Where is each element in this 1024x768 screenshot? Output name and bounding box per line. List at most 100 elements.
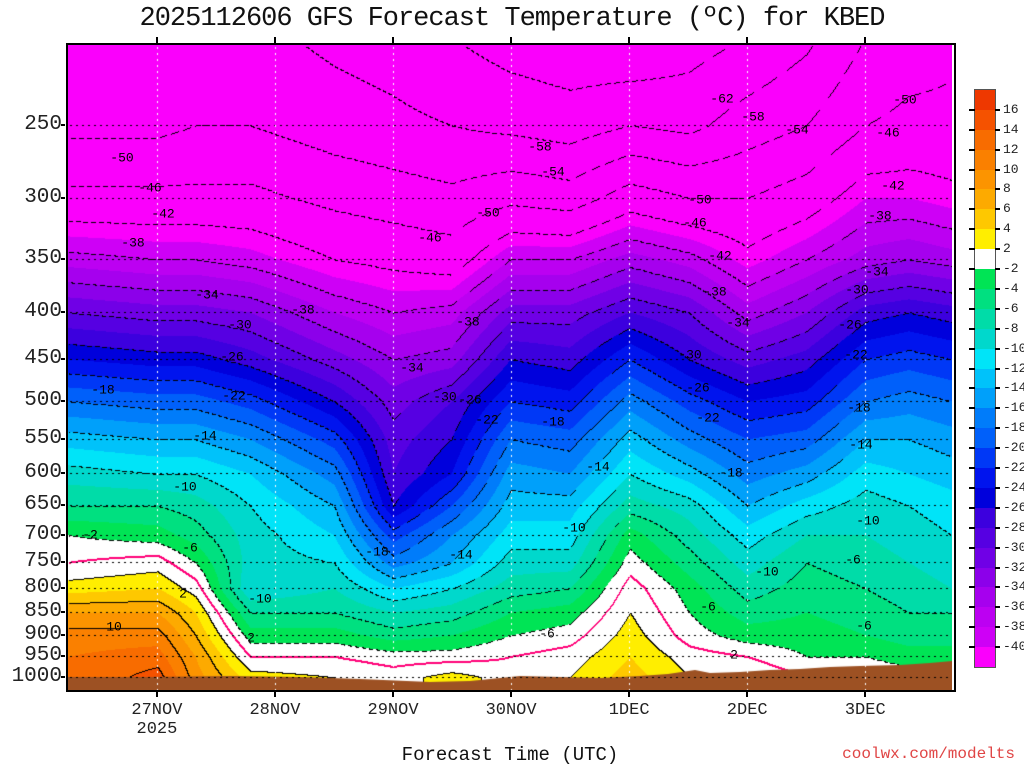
colorbar-tick-label: -20 (1003, 440, 1024, 456)
day-tick-mark (510, 37, 513, 43)
colorbar-tick-mark (969, 327, 975, 330)
colorbar (974, 89, 996, 668)
colorbar-tick-label: -8 (1003, 320, 1019, 336)
day-tick-label: 30NOV (485, 701, 537, 720)
day-tick-mark (510, 691, 513, 697)
colorbar-segment (975, 209, 995, 230)
isotherm-label: -38 (291, 302, 315, 318)
day-tick-label: 1DEC (608, 701, 650, 720)
colorbar-segment (975, 567, 995, 588)
colorbar-segment (975, 408, 995, 429)
day-tick-mark (628, 691, 631, 697)
day-tick-mark (746, 37, 749, 43)
colorbar-tick-mark (969, 287, 975, 290)
day-tick-label: 28NOV (249, 701, 301, 720)
colorbar-tick-label: 6 (1003, 201, 1011, 217)
day-tick-mark (864, 691, 867, 697)
isotherm-label: -6 (845, 552, 861, 568)
isotherm-label: -6 (539, 626, 555, 642)
colorbar-segment (975, 368, 995, 389)
colorbar-tick-mark (969, 108, 975, 111)
pressure-tick-mark (61, 357, 65, 360)
colorbar-tick-label: 14 (1003, 121, 1019, 137)
isotherm-label: -14 (849, 437, 873, 453)
colorbar-tick-label: -6 (1003, 300, 1019, 316)
colorbar-tick-mark (969, 148, 975, 151)
colorbar-segment (975, 587, 995, 608)
pressure-tick-mark (61, 504, 65, 507)
isotherm-label: -38 (456, 314, 480, 330)
colorbar-tick-mark (969, 626, 975, 629)
colorbar-segment (975, 288, 995, 310)
colorbar-tick-label: -36 (1003, 599, 1024, 615)
day-tick-mark (273, 691, 276, 697)
colorbar-tick-mark (995, 387, 1000, 390)
isotherm-label: 10 (106, 619, 122, 635)
colorbar-tick-mark (995, 108, 1000, 111)
pressure-tick-label: 450 (24, 346, 62, 370)
day-tick-mark (864, 37, 867, 43)
colorbar-tick-mark (995, 447, 1000, 450)
colorbar-tick-mark (969, 248, 975, 251)
pressure-tick-label: 950 (24, 644, 62, 668)
x-axis-title: Forecast Time (UTC) (401, 744, 619, 766)
colorbar-tick-label: -12 (1003, 360, 1024, 376)
pressure-tick-mark (61, 257, 65, 260)
colorbar-tick-mark (995, 566, 1000, 569)
isotherm-label: -22 (475, 412, 499, 428)
colorbar-segment (975, 607, 995, 628)
colorbar-tick-mark (995, 208, 1000, 211)
watermark-link[interactable]: coolwx.com/modelts (842, 745, 1015, 763)
colorbar-tick-mark (969, 208, 975, 211)
colorbar-tick-mark (969, 168, 975, 171)
colorbar-tick-mark (995, 327, 1000, 330)
colorbar-segment (975, 129, 995, 151)
isotherm-label: -30 (678, 347, 702, 363)
colorbar-segment (975, 90, 995, 111)
isotherm-label: -34 (726, 315, 750, 331)
pressure-tick-mark (61, 123, 65, 126)
colorbar-segment (975, 487, 995, 509)
colorbar-tick-mark (995, 586, 1000, 589)
day-tick-mark (628, 37, 631, 43)
colorbar-tick-mark (969, 467, 975, 470)
day-tick-mark (273, 37, 276, 43)
colorbar-tick-mark (995, 486, 1000, 489)
day-tick-label: 27NOV (131, 701, 183, 720)
isotherm-label: -46 (876, 125, 900, 141)
day-tick-label: 29NOV (367, 701, 419, 720)
colorbar-tick-mark (995, 268, 1000, 271)
isotherm-label: -10 (248, 591, 272, 607)
isotherm-label: -30 (433, 389, 457, 405)
colorbar-tick-label: 16 (1003, 101, 1019, 117)
isotherm-label: -34 (195, 287, 219, 303)
colorbar-segment (975, 547, 995, 568)
isotherm-label: -6 (182, 540, 198, 556)
pressure-tick-label: 700 (24, 522, 62, 546)
day-tick-mark (392, 691, 395, 697)
colorbar-tick-label: -24 (1003, 479, 1024, 495)
pressure-tick-label: 850 (24, 600, 62, 624)
colorbar-tick-label: -30 (1003, 539, 1024, 555)
colorbar-tick-label: -32 (1003, 559, 1024, 575)
isotherm-label: -18 (847, 400, 871, 416)
day-tick-label: 2DEC (726, 701, 768, 720)
pressure-tick-label: 750 (24, 550, 62, 574)
isotherm-label: -62 (710, 91, 734, 107)
colorbar-tick-label: -28 (1003, 519, 1024, 535)
isotherm-label: -46 (138, 180, 162, 196)
isotherm-label: -26 (838, 317, 862, 333)
pressure-tick-mark (61, 472, 65, 475)
pressure-tick-mark (61, 196, 65, 199)
chart-title: 2025112606 GFS Forecast Temperature (ºC)… (139, 4, 886, 34)
colorbar-tick-label: 12 (1003, 141, 1019, 157)
isotherm-label: -10 (173, 479, 197, 495)
colorbar-segment (975, 328, 995, 350)
isotherm-label: -14 (449, 547, 473, 563)
colorbar-tick-mark (969, 526, 975, 529)
colorbar-segment (975, 527, 995, 549)
pressure-tick-label: 250 (24, 112, 62, 136)
pressure-tick-label: 550 (24, 426, 62, 450)
colorbar-tick-mark (969, 486, 975, 489)
